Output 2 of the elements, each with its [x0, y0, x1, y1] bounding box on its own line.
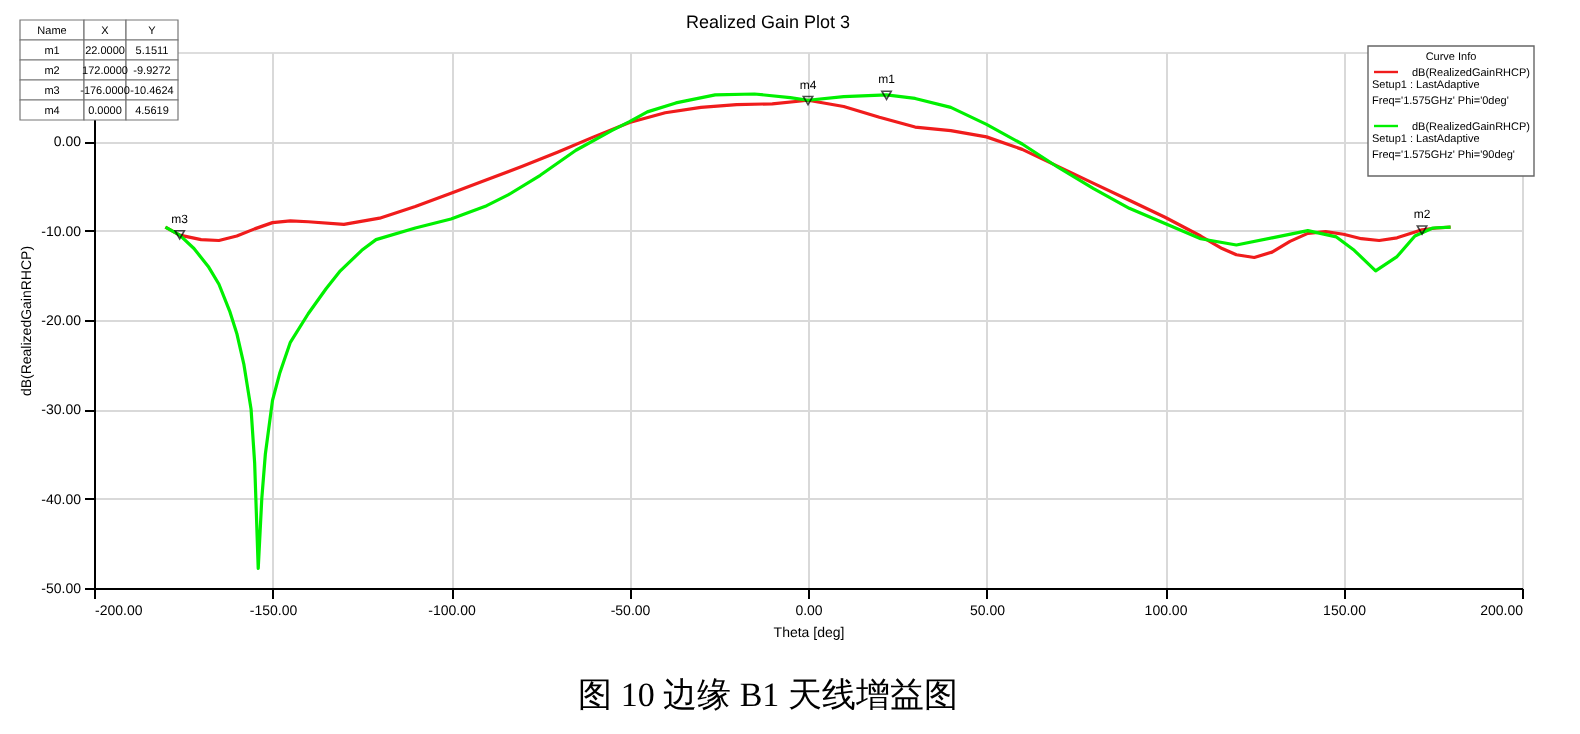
chart-title: Realized Gain Plot 3: [685, 12, 851, 32]
caption: 图 10 边缘 B1 天线增益图: [578, 676, 958, 714]
